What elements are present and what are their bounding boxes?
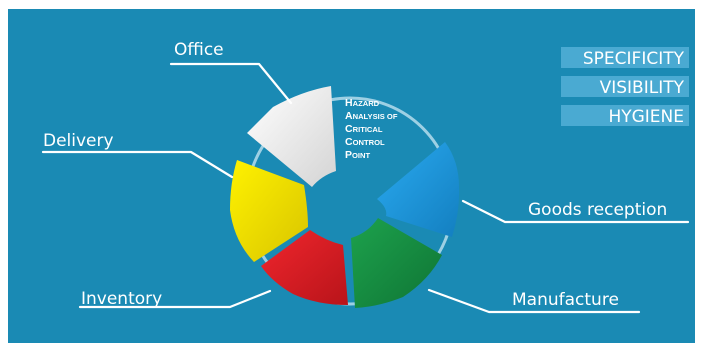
label-manufacture: Manufacture [512, 290, 619, 310]
svg-text:SPECIFICITY: SPECIFICITY [583, 49, 685, 69]
leader-office [169, 62, 293, 105]
haccp-title: HAZARD ANALYSIS OF CRITICAL CONTROL POIN… [345, 97, 398, 161]
leader-manufacture [427, 288, 641, 314]
label-delivery: Delivery [43, 131, 114, 151]
tag-hygiene: HYGIENE [561, 105, 689, 127]
leader-delivery [41, 150, 234, 179]
haccp-diagram: SPECIFICITY VISIBILITY HYGIENE Office De… [41, 40, 690, 314]
segment-goods-reception [377, 142, 460, 237]
segment-delivery [230, 160, 308, 262]
svg-text:CONTROL: CONTROL [345, 136, 385, 148]
svg-text:POINT: POINT [345, 149, 371, 161]
segment-office [247, 86, 336, 187]
label-inventory: Inventory [81, 289, 162, 309]
tag-specificity: SPECIFICITY [561, 47, 689, 69]
svg-text:HYGIENE: HYGIENE [608, 107, 684, 127]
label-goods-reception: Goods reception [528, 200, 667, 220]
svg-text:HAZARD: HAZARD [345, 97, 380, 109]
svg-text:VISIBILITY: VISIBILITY [600, 78, 685, 98]
segment-inventory [261, 230, 348, 305]
label-office: Office [174, 40, 224, 60]
leader-inventory [78, 289, 272, 309]
diagram-canvas: SPECIFICITY VISIBILITY HYGIENE Office De… [8, 9, 695, 343]
svg-text:CRITICAL: CRITICAL [345, 123, 383, 135]
leader-goods-reception [461, 199, 690, 224]
svg-text:ANALYSIS OF: ANALYSIS OF [345, 110, 398, 122]
tag-visibility: VISIBILITY [561, 76, 689, 98]
segment-manufacture [351, 218, 442, 308]
